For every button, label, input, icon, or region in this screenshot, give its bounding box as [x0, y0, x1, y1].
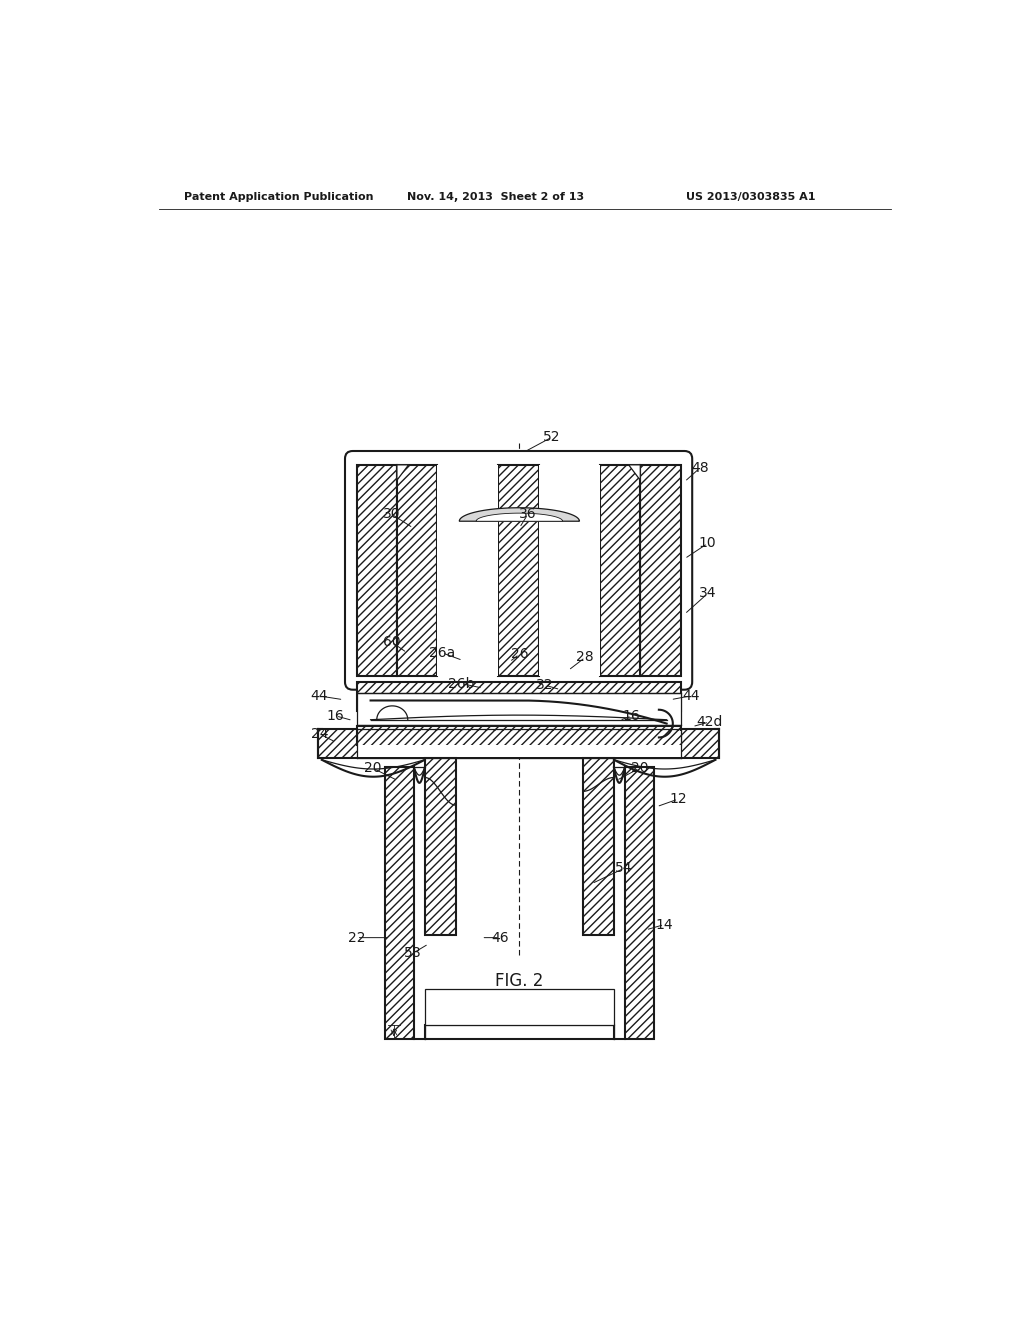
Polygon shape: [629, 465, 640, 480]
Text: 20: 20: [631, 762, 648, 775]
Bar: [625, 767, 654, 1039]
Bar: [356, 465, 397, 676]
Text: 44: 44: [310, 689, 328, 702]
Bar: [397, 465, 437, 676]
Bar: [499, 465, 539, 676]
Text: Patent Application Publication: Patent Application Publication: [183, 191, 374, 202]
Text: 24: 24: [311, 727, 329, 742]
Text: 26a: 26a: [429, 645, 455, 660]
Text: 12: 12: [670, 792, 687, 807]
Bar: [356, 726, 681, 744]
Bar: [356, 682, 681, 711]
Bar: [539, 465, 600, 676]
Text: 28: 28: [577, 651, 594, 664]
Text: 20: 20: [365, 762, 382, 775]
Bar: [625, 767, 654, 1039]
Text: 14: 14: [655, 917, 673, 932]
Text: 48: 48: [691, 461, 709, 475]
Text: 46: 46: [492, 931, 509, 945]
Bar: [425, 989, 614, 1026]
Bar: [600, 465, 640, 676]
Text: 26: 26: [511, 647, 528, 661]
Text: 16: 16: [623, 709, 641, 723]
Text: 26b: 26b: [449, 677, 474, 690]
Text: 54: 54: [615, 862, 633, 875]
Bar: [356, 682, 681, 711]
Text: 32: 32: [537, 678, 554, 692]
Text: 16: 16: [327, 709, 344, 723]
Polygon shape: [476, 513, 562, 521]
Bar: [385, 767, 414, 1039]
Bar: [317, 729, 719, 758]
Bar: [425, 758, 456, 936]
Bar: [583, 758, 614, 936]
Text: 30: 30: [383, 507, 400, 521]
Text: 60: 60: [383, 635, 400, 649]
Bar: [356, 730, 681, 756]
Text: 10: 10: [699, 536, 717, 550]
Text: 34: 34: [699, 586, 717, 601]
Text: Nov. 14, 2013  Sheet 2 of 13: Nov. 14, 2013 Sheet 2 of 13: [407, 191, 584, 202]
Text: 58: 58: [404, 946, 422, 960]
Text: US 2013/0303835 A1: US 2013/0303835 A1: [686, 191, 815, 202]
Text: FIG. 2: FIG. 2: [496, 972, 544, 990]
Bar: [356, 693, 681, 725]
Bar: [600, 465, 640, 676]
Text: 42d: 42d: [696, 715, 723, 729]
Bar: [583, 758, 614, 936]
Bar: [499, 465, 539, 676]
Polygon shape: [460, 508, 580, 521]
Text: 52: 52: [543, 430, 561, 444]
Bar: [397, 465, 437, 676]
Bar: [640, 465, 681, 676]
Polygon shape: [397, 465, 409, 480]
Bar: [356, 465, 397, 676]
FancyBboxPatch shape: [345, 451, 692, 689]
Bar: [437, 465, 499, 676]
Text: 36: 36: [519, 507, 537, 521]
Bar: [385, 767, 414, 1039]
Text: 44: 44: [682, 689, 699, 702]
Bar: [356, 726, 681, 744]
Bar: [425, 758, 456, 936]
Bar: [640, 465, 681, 676]
Bar: [425, 1026, 614, 1039]
Text: 22: 22: [348, 931, 366, 945]
Bar: [317, 729, 719, 758]
